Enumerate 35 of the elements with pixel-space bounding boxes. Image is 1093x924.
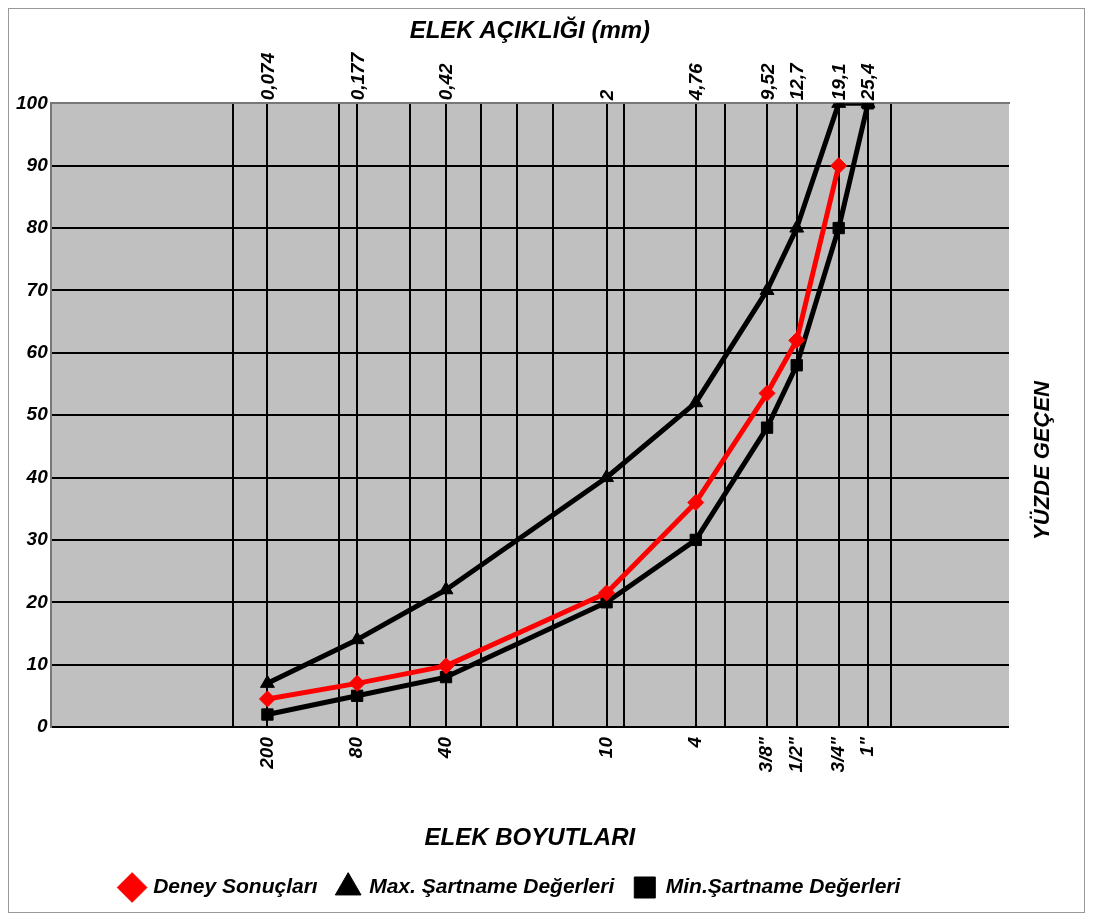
x-tick-label: 2 [596,89,618,102]
y-tick-label: 90 [26,153,49,175]
x-axis-title: ELEK AÇIKLIĞI (mm) [409,16,651,44]
x-tick-label: 19,1 [828,63,850,101]
text: 3/4" [826,736,848,773]
x-tick-label: 25,4 [857,62,879,102]
x-tick-label: 0,074 [256,52,278,101]
y-tick-label: 10 [26,652,49,674]
text: 4 [684,736,706,749]
y-axis-title: YÜZDE GEÇEN [1029,381,1055,540]
y-tick-label: 60 [26,341,49,363]
text: 1/2" [784,736,806,773]
x-tick-label: 0,42 [435,62,457,101]
text: 40 [434,736,456,760]
text: 80 [345,736,367,759]
x-tick-label: 9,52 [756,62,778,101]
text: 1" [856,736,878,757]
y-tick-label: 100 [16,91,49,113]
legend-label: Max. Şartname Değerleri [369,874,616,898]
text: 3/8" [755,736,777,773]
y-tick-label: 30 [26,528,49,550]
x-tick-label: 4,76 [685,62,707,102]
text: ELEK BOYUTLARI [424,823,637,851]
y-tick-label: 20 [25,590,49,612]
y-tick-label: 80 [26,216,49,238]
y-tick-label: 40 [25,465,49,487]
y-tick-label: 50 [26,403,49,425]
text: 200 [255,736,277,770]
y-tick-label: 70 [26,278,49,300]
y-tick-label: 0 [37,715,49,737]
x-tick-label: 12,7 [786,61,808,101]
x-tick-label: 0,177 [346,51,368,101]
legend-label: Deney Sonuçları [153,874,318,898]
text: 10 [594,736,616,759]
legend-label: Min.Şartname Değerleri [665,874,902,898]
